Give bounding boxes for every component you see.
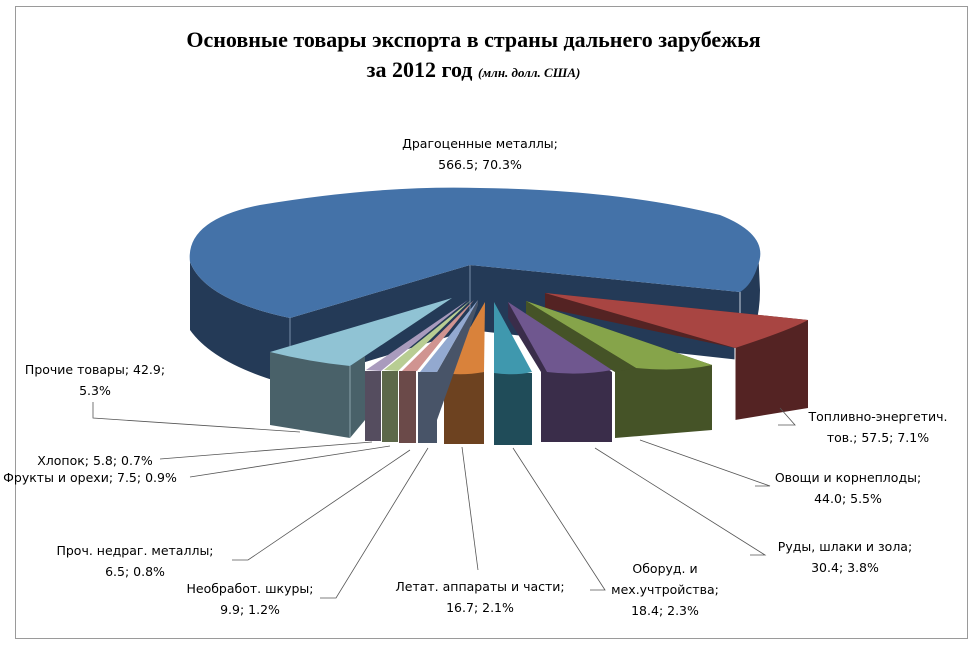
label-value: 9.9; 1.2% (220, 602, 280, 617)
label-value: тов.; 57.5; 7.1% (826, 430, 930, 445)
slice-other-goods[interactable] (270, 298, 452, 438)
label-equipment: Оборуд. и мех.учтройства; 18.4; 2.3% (605, 558, 725, 621)
leader-lines (92, 402, 796, 599)
slice-fruits[interactable] (382, 300, 471, 442)
label-text: Топливно-энергетич. (808, 409, 948, 424)
label-value: 44.0; 5.5% (814, 491, 882, 506)
label-text: Оборуд. и (632, 561, 698, 576)
leader-aircraft (461, 446, 479, 571)
leader-ores (594, 447, 767, 556)
label-text: Прочие товары; 42.9; (24, 362, 166, 377)
label-vegetables: Овощи и корнеплоды; 44.0; 5.5% (768, 467, 928, 509)
slice-vegetables[interactable] (526, 301, 712, 438)
label-value: 6.5; 0.8% (105, 564, 165, 579)
label-other-metals: Проч. недраг. металлы; 6.5; 0.8% (40, 540, 230, 582)
label-value: 30.4; 3.8% (811, 560, 879, 575)
leader-metals (232, 449, 411, 561)
slice-equipment[interactable] (494, 302, 532, 445)
chart-title: Основные товары экспорта в страны дальне… (16, 25, 931, 88)
leader-fruits (189, 445, 391, 478)
chart-title-year: за 2012 год (366, 57, 473, 82)
slice-fuel[interactable] (545, 293, 808, 420)
label-value: 5.3% (79, 383, 111, 398)
slice-ores[interactable] (508, 302, 612, 442)
leader-other (92, 402, 301, 433)
label-ores: Руды, шлаки и зола; 30.4; 3.8% (770, 536, 920, 578)
chart-title-line1: Основные товары экспорта в страны дальне… (186, 27, 761, 52)
chart-unit: (млн. долл. США) (477, 65, 581, 80)
slice-metals[interactable] (399, 300, 474, 443)
label-other-goods: Прочие товары; 42.9; 5.3% (15, 359, 175, 401)
leader-fuel (778, 407, 796, 426)
label-text: Овощи и корнеплоды; (774, 470, 922, 485)
leader-cotton (159, 441, 373, 460)
label-text: Руды, шлаки и зола; (777, 539, 913, 554)
leader-equipment (512, 447, 606, 591)
label-fuel: Топливно-энергетич. тов.; 57.5; 7.1% (793, 406, 963, 448)
chart-title-line2: за 2012 год (млн. долл. США) (16, 55, 931, 88)
label-text-2: мех.учтройства; (611, 582, 719, 597)
label-value: 16.7; 2.1% (446, 600, 514, 615)
label-text: Необработ. шкуры; (186, 581, 314, 596)
label-fruits: Фрукты и орехи; 7.5; 0.9% (0, 467, 190, 488)
label-hides: Необработ. шкуры; 9.9; 1.2% (175, 578, 325, 620)
label-value: 566.5; 70.3% (438, 157, 522, 172)
slice-cotton[interactable] (365, 300, 468, 441)
label-text: Проч. недраг. металлы; (56, 543, 214, 558)
label-cotton: Хлопок; 5.8; 0.7% (30, 450, 160, 471)
label-aircraft: Летат. аппараты и части; 16.7; 2.1% (380, 576, 580, 618)
label-precious-metals: Драгоценные металлы; 566.5; 70.3% (380, 133, 580, 175)
leader-veg (639, 439, 771, 487)
label-text: Летат. аппараты и части; (395, 579, 565, 594)
label-value: 18.4; 2.3% (631, 603, 699, 618)
leader-hides (320, 447, 429, 599)
slice-hides[interactable] (418, 300, 478, 443)
label-text: Драгоценные металлы; (402, 136, 558, 151)
label-text: Фрукты и орехи; 7.5; 0.9% (3, 470, 177, 485)
label-text: Хлопок; 5.8; 0.7% (37, 453, 153, 468)
